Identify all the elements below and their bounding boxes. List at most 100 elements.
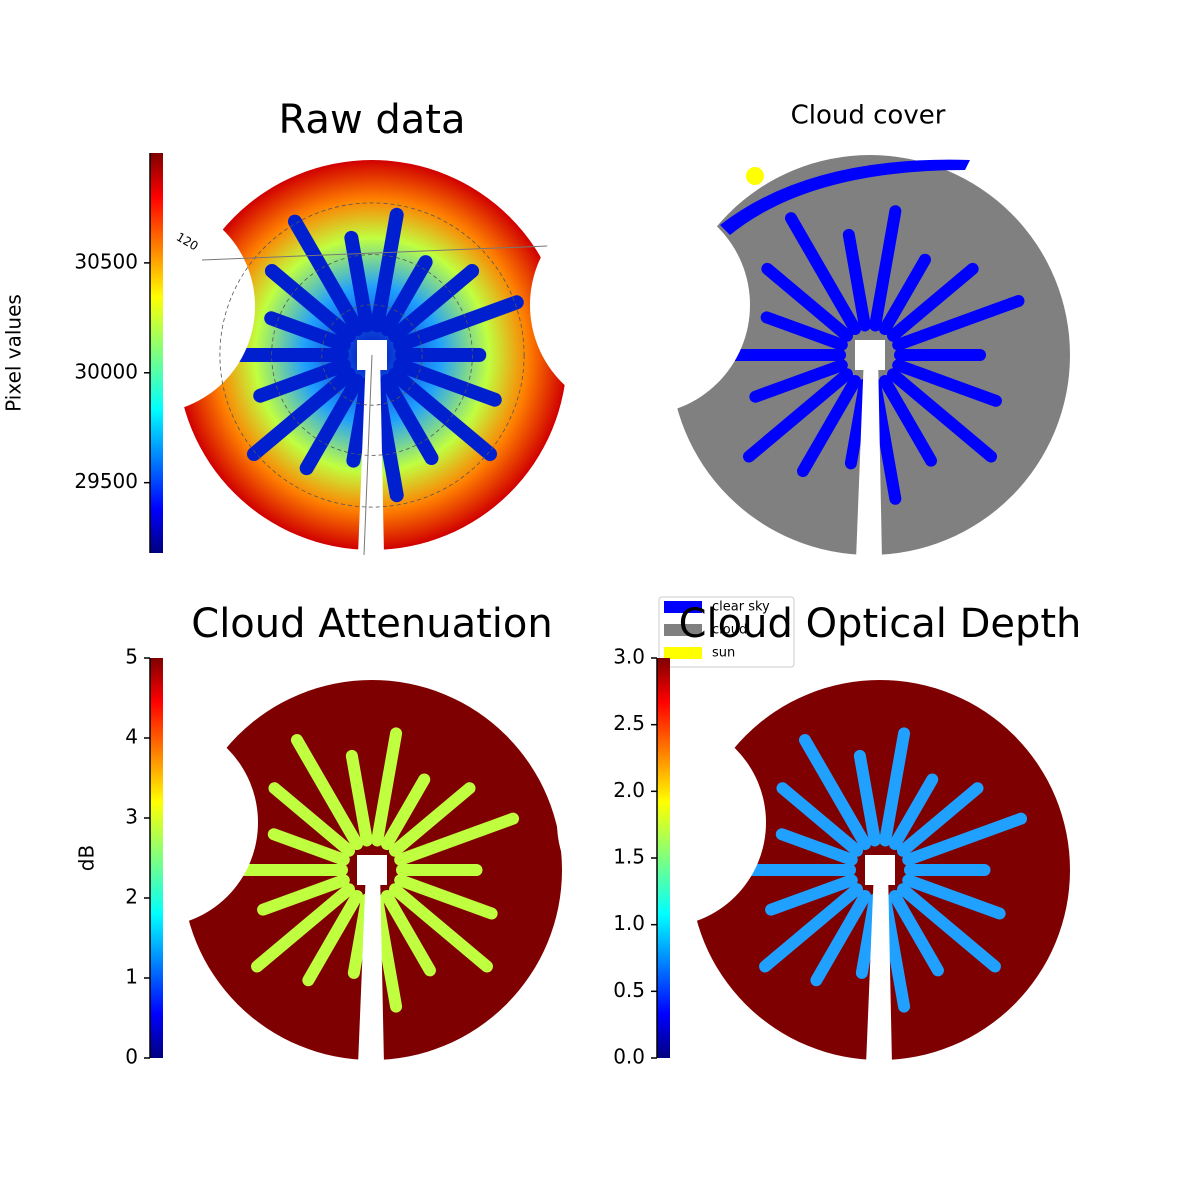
tick-label: 3.0 <box>613 645 645 669</box>
clear-patch <box>810 889 871 987</box>
legend-label: clear sky <box>712 600 770 615</box>
clear-patch <box>370 207 404 333</box>
clear-patch <box>889 889 944 977</box>
clear-patch <box>749 359 848 403</box>
pole-mask <box>866 870 892 1065</box>
tick-label: 30000 <box>74 359 138 383</box>
camera-mask <box>855 340 885 370</box>
clear-patch <box>302 889 363 987</box>
clear-patch <box>869 205 902 332</box>
clear-patch <box>381 889 436 977</box>
pole-mask <box>856 355 882 560</box>
polar-grid <box>219 202 525 508</box>
sun <box>746 167 764 185</box>
clear-patch <box>257 874 350 916</box>
clear-patch <box>344 230 374 333</box>
clear-patch <box>892 294 1025 351</box>
clear-patch <box>299 373 364 476</box>
polar-axis <box>363 354 373 556</box>
clear-patch <box>371 727 403 847</box>
panel-title: Cloud Optical Depth <box>679 601 1082 647</box>
camera-mask <box>357 855 387 885</box>
polar-grid <box>321 304 423 406</box>
tick-label: 0.0 <box>613 1045 645 1069</box>
clear-patch <box>267 828 350 866</box>
colorbar-label: dB <box>75 845 99 871</box>
colorbar <box>150 153 163 553</box>
clear-patch <box>287 214 364 337</box>
clear-patch <box>381 773 431 851</box>
clear-patch <box>879 374 937 467</box>
clear-patch <box>889 773 939 851</box>
legend-swatch <box>664 624 702 636</box>
clear-patch <box>761 262 854 342</box>
tick-label: 0.5 <box>613 978 645 1002</box>
cloud-cover-image <box>530 155 1070 560</box>
tick-label: 4 <box>125 725 138 749</box>
camera-mask <box>865 855 895 885</box>
clear-patch <box>896 782 984 857</box>
colorbar <box>150 658 163 1058</box>
clear-patch <box>394 874 498 920</box>
panel-title: Raw data <box>279 97 466 143</box>
clear-patch <box>393 295 524 352</box>
tick-label: 1.0 <box>613 911 645 935</box>
clear-patch <box>268 782 356 857</box>
clear-patch <box>896 883 1001 973</box>
tick-label: 0 <box>125 1045 138 1069</box>
clear-patch <box>264 264 357 343</box>
legend-label: sun <box>712 646 735 661</box>
legend-label: cloud <box>712 623 747 638</box>
clear-patch <box>902 874 1006 920</box>
clear-patch <box>387 264 480 343</box>
clear-patch <box>886 368 998 463</box>
tick-label: 29500 <box>74 469 138 493</box>
horizon-mask <box>40 199 255 414</box>
pole-mask <box>358 870 384 1065</box>
polar-grid <box>271 254 473 456</box>
tick-label: 5 <box>125 645 138 669</box>
clear-patch <box>290 734 363 851</box>
tick-label: 30500 <box>74 249 138 273</box>
clear-patch <box>253 358 351 403</box>
clear-patch <box>246 367 357 462</box>
panel-title: Cloud cover <box>791 101 946 131</box>
tick-label: 2 <box>125 885 138 909</box>
clear-patch <box>264 311 351 352</box>
clear-patch <box>892 359 1002 407</box>
clear-patch <box>798 734 871 851</box>
panel-title: Cloud Attenuation <box>191 601 552 647</box>
clear-patch <box>251 883 356 973</box>
clear-patch <box>879 253 931 336</box>
clear-patch <box>720 159 970 235</box>
value-image <box>557 680 1070 1065</box>
clear-patch <box>380 255 433 337</box>
clear-patch <box>765 874 858 916</box>
clear-patch <box>759 883 864 973</box>
clear-patch <box>760 311 848 351</box>
clear-patch <box>842 228 871 332</box>
clear-patch <box>394 812 520 866</box>
colorbar-label: Pixel values <box>2 294 26 412</box>
clear-patch <box>775 828 858 866</box>
clear-patch <box>387 367 498 462</box>
tick-label: 3 <box>125 805 138 829</box>
tick-label: 1 <box>125 965 138 989</box>
tick-label: 1.5 <box>613 845 645 869</box>
tick-label: 2.5 <box>613 711 645 735</box>
tick-label: 2.0 <box>613 778 645 802</box>
legend-swatch <box>664 601 702 613</box>
clear-patch <box>345 749 373 847</box>
clear-patch <box>853 749 881 847</box>
clear-patch <box>886 262 979 342</box>
clear-patch <box>785 212 861 336</box>
clear-patch <box>380 373 439 466</box>
clear-patch <box>742 368 854 463</box>
colorbar <box>657 658 670 1058</box>
clear-patch <box>902 812 1028 866</box>
legend-swatch <box>664 647 702 659</box>
clear-patch <box>393 358 502 407</box>
clear-patch <box>388 782 476 857</box>
